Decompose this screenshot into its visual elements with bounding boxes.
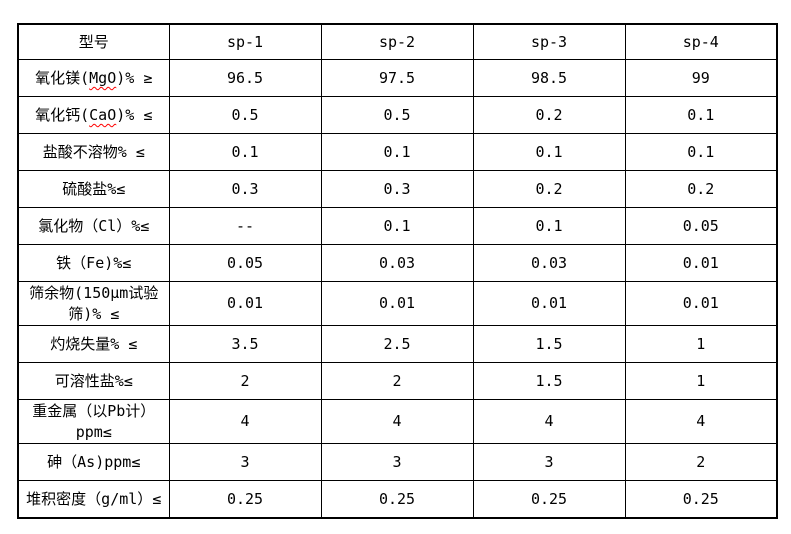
cell-value: 96.5 — [168, 59, 322, 97]
cell-value: 3.5 — [168, 325, 322, 363]
cell-value: 0.03 — [472, 244, 626, 282]
cell-value: 0.1 — [472, 207, 626, 245]
cell-value: 0.1 — [624, 133, 778, 171]
table-row-ignition-loss: 灼烧失量% ≤ 3.5 2.5 1.5 1 — [17, 325, 778, 363]
cell-value: 3 — [168, 443, 322, 481]
cell-value: 1.5 — [472, 325, 626, 363]
cell-value: 0.5 — [320, 96, 474, 134]
cell-value: 1 — [624, 362, 778, 400]
row-label: 氯化物（Cl）%≤ — [17, 207, 170, 245]
cell-value: 0.2 — [624, 170, 778, 208]
row-label-text: 硫酸盐%≤ — [62, 179, 126, 198]
cell-value: 0.01 — [472, 281, 626, 326]
cell-value: 0.1 — [320, 133, 474, 171]
row-label-text: 堆积密度（g/ml）≤ — [26, 489, 162, 508]
cell-value: 0.01 — [320, 281, 474, 326]
row-label-text: 筛余物(150μm试验筛)% ≤ — [29, 284, 159, 323]
cell-value: 2 — [320, 362, 474, 400]
row-label-text: 铁（Fe)%≤ — [56, 253, 132, 272]
row-label: 筛余物(150μm试验筛)% ≤ — [17, 281, 170, 326]
cell-value: 0.2 — [472, 170, 626, 208]
row-label-text: )% ≥ — [116, 68, 153, 87]
row-label: 盐酸不溶物% ≤ — [17, 133, 170, 171]
cell-value: 0.1 — [320, 207, 474, 245]
row-label: 铁（Fe)%≤ — [17, 244, 170, 282]
table-row-mgo: 氧化镁(MgO)% ≥ 96.5 97.5 98.5 99 — [17, 59, 778, 97]
column-header-sp1: sp-1 — [168, 23, 322, 60]
table-row-soluble-salt: 可溶性盐%≤ 2 2 1.5 1 — [17, 362, 778, 400]
cell-value: 0.25 — [320, 480, 474, 519]
spellcheck-marked-text: MgO — [89, 68, 117, 87]
cell-value: 0.01 — [168, 281, 322, 326]
spec-table: 型号 sp-1 sp-2 sp-3 sp-4 氧化镁(MgO)% ≥ 96.5 … — [17, 23, 778, 519]
row-label-text: 氧化钙( — [35, 105, 90, 124]
cell-value: 0.2 — [472, 96, 626, 134]
cell-value: 4 — [624, 399, 778, 444]
column-header-sp2: sp-2 — [320, 23, 474, 60]
table-row-bulk-density: 堆积密度（g/ml）≤ 0.25 0.25 0.25 0.25 — [17, 480, 778, 519]
table-row-heavy-metals: 重金属（以Pb计）ppm≤ 4 4 4 4 — [17, 399, 778, 444]
table-row-chloride: 氯化物（Cl）%≤ -- 0.1 0.1 0.05 — [17, 207, 778, 245]
cell-value: 0.01 — [624, 281, 778, 326]
cell-value: 0.3 — [320, 170, 474, 208]
row-label: 灼烧失量% ≤ — [17, 325, 170, 363]
row-label: 氧化钙(CaO)% ≤ — [17, 96, 170, 134]
cell-value: 0.1 — [472, 133, 626, 171]
cell-value: 0.25 — [624, 480, 778, 519]
cell-value: 3 — [472, 443, 626, 481]
cell-value: 0.05 — [168, 244, 322, 282]
cell-value: 0.3 — [168, 170, 322, 208]
row-label-text: 盐酸不溶物% ≤ — [42, 142, 145, 161]
table-row-cao: 氧化钙(CaO)% ≤ 0.5 0.5 0.2 0.1 — [17, 96, 778, 134]
table-row-arsenic: 砷（As)ppm≤ 3 3 3 2 — [17, 443, 778, 481]
column-header-model: 型号 — [17, 23, 170, 60]
cell-value: 0.01 — [624, 244, 778, 282]
cell-value: 97.5 — [320, 59, 474, 97]
row-label: 氧化镁(MgO)% ≥ — [17, 59, 170, 97]
cell-value: 2 — [624, 443, 778, 481]
row-label: 砷（As)ppm≤ — [17, 443, 170, 481]
cell-value: 0.1 — [168, 133, 322, 171]
spellcheck-marked-text: CaO — [89, 105, 117, 124]
cell-value: 2.5 — [320, 325, 474, 363]
row-label-text: 重金属（以Pb计）ppm≤ — [32, 402, 156, 441]
cell-value: 2 — [168, 362, 322, 400]
cell-value: 0.1 — [624, 96, 778, 134]
cell-value: 4 — [320, 399, 474, 444]
cell-value: 1.5 — [472, 362, 626, 400]
header-row: 型号 sp-1 sp-2 sp-3 sp-4 — [17, 23, 778, 60]
cell-value: 0.25 — [472, 480, 626, 519]
cell-value: 99 — [624, 59, 778, 97]
row-label-text: 可溶性盐%≤ — [54, 371, 133, 390]
cell-value: 3 — [320, 443, 474, 481]
row-label-text: 氯化物（Cl）%≤ — [38, 216, 150, 235]
table-row-sulfate: 硫酸盐%≤ 0.3 0.3 0.2 0.2 — [17, 170, 778, 208]
cell-value: 0.5 — [168, 96, 322, 134]
row-label: 可溶性盐%≤ — [17, 362, 170, 400]
row-label: 硫酸盐%≤ — [17, 170, 170, 208]
row-label-text: 氧化镁( — [35, 68, 90, 87]
row-label-text: )% ≤ — [116, 105, 153, 124]
column-header-sp3: sp-3 — [472, 23, 626, 60]
row-label-text: 灼烧失量% ≤ — [50, 334, 138, 353]
row-label: 重金属（以Pb计）ppm≤ — [17, 399, 170, 444]
cell-value: 1 — [624, 325, 778, 363]
table-row-sieve-residue: 筛余物(150μm试验筛)% ≤ 0.01 0.01 0.01 0.01 — [17, 281, 778, 326]
cell-value: 0.03 — [320, 244, 474, 282]
cell-value: 0.05 — [624, 207, 778, 245]
cell-value: 98.5 — [472, 59, 626, 97]
table-row-hcl-insoluble: 盐酸不溶物% ≤ 0.1 0.1 0.1 0.1 — [17, 133, 778, 171]
cell-value: 4 — [168, 399, 322, 444]
row-label-text: 砷（As)ppm≤ — [47, 452, 141, 471]
cell-value: 4 — [472, 399, 626, 444]
column-header-sp4: sp-4 — [624, 23, 778, 60]
row-label: 堆积密度（g/ml）≤ — [17, 480, 170, 519]
cell-value: 0.25 — [168, 480, 322, 519]
cell-value: -- — [168, 207, 322, 245]
table-row-iron: 铁（Fe)%≤ 0.05 0.03 0.03 0.01 — [17, 244, 778, 282]
